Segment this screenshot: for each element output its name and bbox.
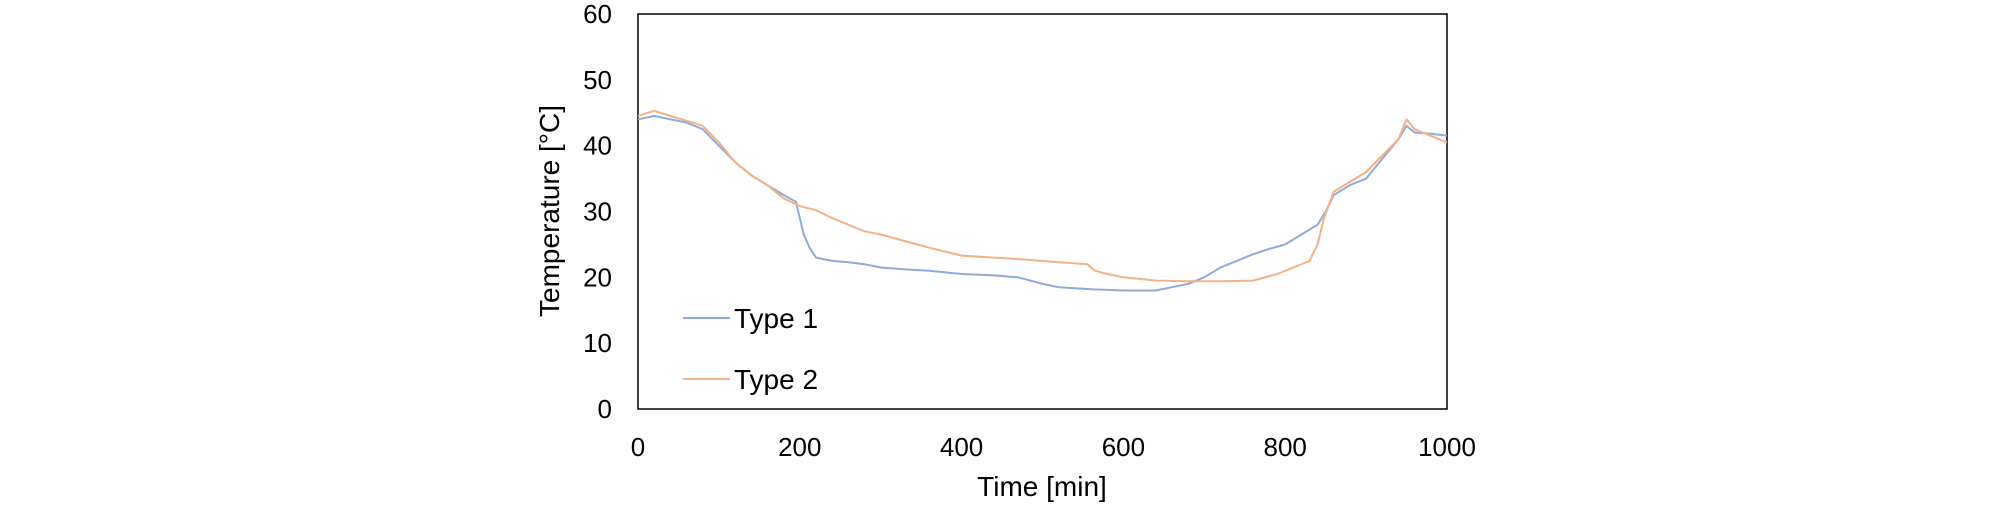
y-tick-label: 0 [598,394,612,424]
legend-label-type-1: Type 1 [734,303,818,334]
y-tick-label: 30 [583,197,612,227]
x-tick-label: 400 [940,432,983,462]
x-tick-label: 1000 [1418,432,1476,462]
y-tick-label: 40 [583,131,612,161]
legend: Type 1 Type 2 [683,303,818,395]
series-layer [637,109,1448,292]
x-tick-label: 600 [1102,432,1145,462]
legend-label-type-2: Type 2 [734,364,818,395]
series-line-type-2 [637,109,1448,283]
series-line-type-1 [637,115,1448,292]
plot-area [637,13,1448,410]
tick-layer: 0 200 400 600 800 1000 0 10 20 30 40 50 60 [583,0,1476,462]
y-tick-label: 60 [583,0,612,29]
x-tick-label: 0 [631,432,645,462]
y-tick-label: 20 [583,262,612,292]
y-axis-title: Temperature [°C] [534,105,565,317]
x-tick-label: 200 [778,432,821,462]
y-tick-label: 50 [583,65,612,95]
x-tick-label: 800 [1264,432,1307,462]
x-axis-title: Time [min] [977,471,1107,502]
y-tick-label: 10 [583,328,612,358]
